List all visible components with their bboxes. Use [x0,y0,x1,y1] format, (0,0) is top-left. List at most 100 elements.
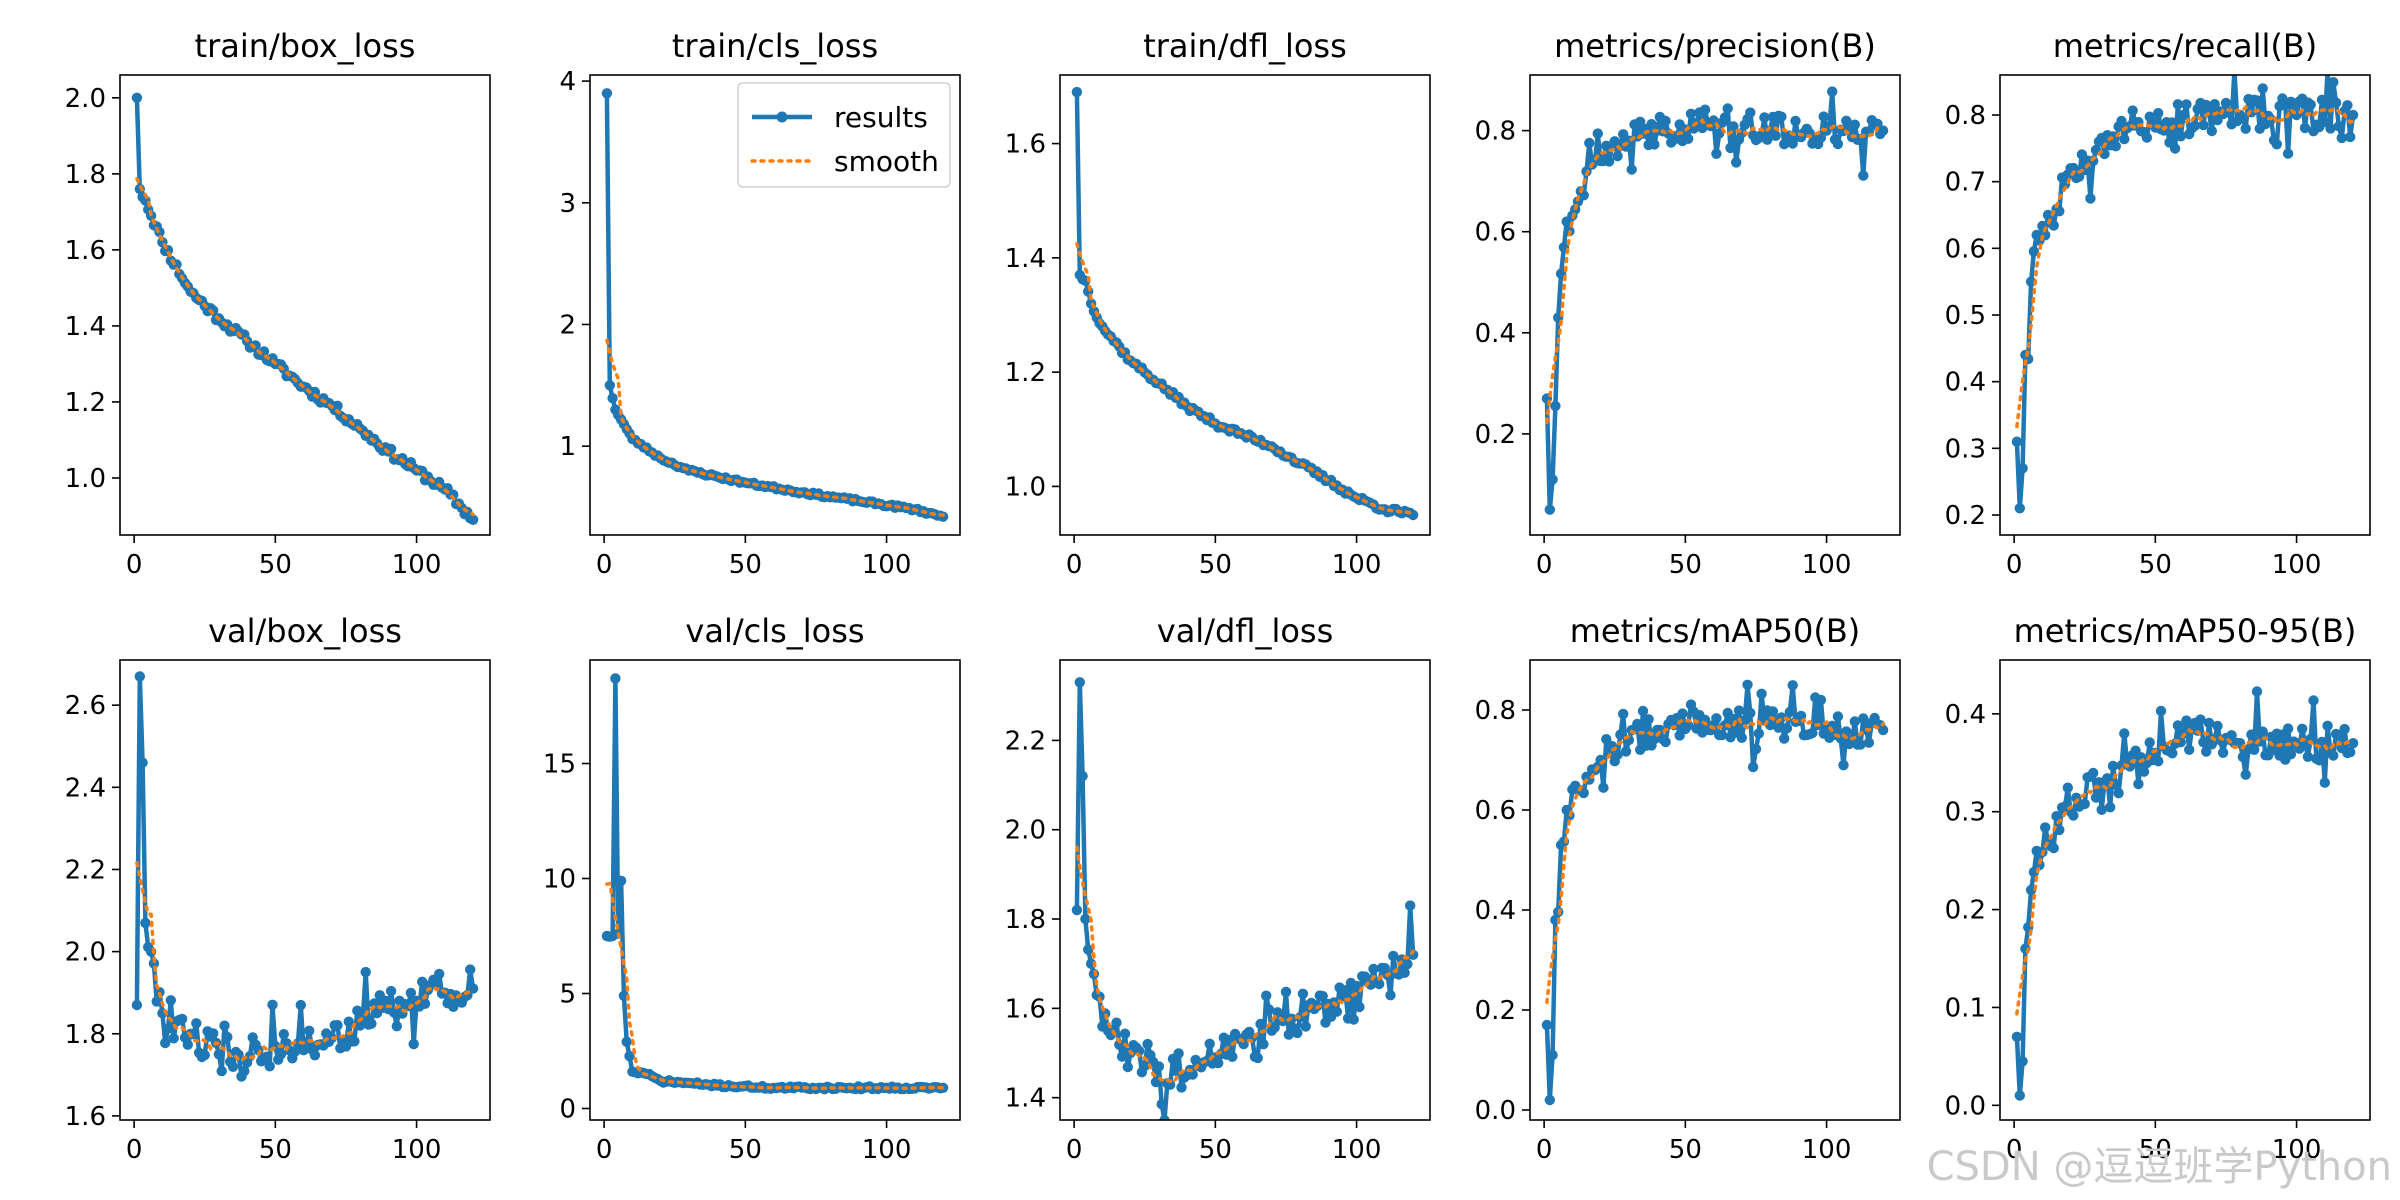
results-point [1699,104,1711,115]
results-point [1300,1021,1311,1032]
y-tick-label: 1.8 [65,160,106,190]
results-point [2119,728,2130,739]
results-point [278,1029,289,1040]
results-point [1258,1039,1269,1050]
results-point [2316,94,2328,106]
smooth-line [605,881,945,1091]
results-point [610,673,621,684]
y-tick-label: 0.7 [1945,168,1986,198]
results-point [2138,766,2150,777]
results-point [1649,139,1660,150]
results-point [1297,988,1309,999]
results-point [1711,713,1722,724]
results-point [1787,138,1798,149]
results-point [1632,718,1643,730]
results-point [1877,125,1889,136]
y-tick-label: 0.2 [1945,501,1986,531]
results-point [2102,773,2113,784]
results-point [2119,133,2130,145]
panel-title: metrics/precision(B) [1554,27,1876,65]
results-point [2237,751,2249,763]
panel-metrics-recall-b: metrics/recall(B) 0 50 100 0.2 0.3 0.4 0.5 0.6 0.… [1945,27,2371,580]
y-tick-label: 0.3 [1945,434,1986,464]
y-tick-label: 1.0 [65,464,106,494]
results-point [1762,134,1773,145]
panel-metrics-map50-95-b: metrics/mAP50-95(B) 0 50 100 0.0 0.1 0.2 0.3 0.4 [1945,612,2371,1165]
results-point [354,1020,366,1031]
y-tick-label: 2.4 [65,773,106,803]
results-point [2209,99,2220,110]
results-point [1227,1051,1238,1063]
results-point [1374,978,1385,990]
y-tick-label: 1.0 [1005,472,1046,502]
results-point [1547,1049,1558,1061]
results-point [1685,108,1697,120]
results-point [1773,722,1784,733]
results-point [434,968,445,980]
panel-train-dfl-loss: train/dfl_loss 0 50 100 1.0 1.2 1.4 1.6 [1005,27,1431,580]
results-point [1815,132,1827,143]
results-point [1827,86,1838,97]
x-tick-label: 50 [1199,1135,1232,1165]
legend-smooth-label: smooth [834,145,939,178]
results-point [1114,1039,1125,1050]
results-line [1544,682,1886,1103]
y-tick-label: 2.0 [65,938,106,968]
y-tick-label: 10 [543,865,576,895]
results-point [176,1013,188,1025]
results-point [1252,1052,1263,1064]
results-point [2127,105,2138,116]
panel-val-cls-loss: val/cls_loss 0 50 100 0 5 10 15 [543,612,961,1165]
plot-area [131,92,479,525]
panel-title: train/dfl_loss [1143,27,1347,65]
results-point [2305,99,2316,110]
results-point [289,1046,301,1057]
results-point [1541,1019,1553,1031]
results-point [388,1007,400,1018]
y-tick-label: 0.4 [1475,896,1516,926]
y-tick-label: 1.4 [65,312,106,342]
y-tick-label: 2.0 [65,84,106,114]
results-point [2271,139,2282,150]
results-point [2232,75,2236,76]
results-point [261,1051,273,1062]
x-tick-label: 50 [1669,550,1702,580]
results-point [1615,729,1626,740]
plot-area [1541,679,1889,1106]
results-point [1877,724,1889,736]
axes-frame [1999,74,2371,536]
results-point [1269,1022,1280,1033]
results-point [1603,156,1615,167]
panel-metrics-map50-b: metrics/mAP50(B) 0 50 100 0.0 0.2 0.4 0.6 0.8 [1475,612,1901,1165]
y-tick-label: 0.4 [1475,319,1516,349]
results-point [1736,732,1748,743]
plot-area [601,673,949,1095]
results-point [2212,720,2223,732]
results-point [2342,100,2353,111]
results-point [1745,707,1756,719]
results-point [1770,130,1781,141]
results-point [1832,711,1844,722]
results-point [2088,767,2099,779]
results-point [419,998,431,1009]
y-tick-label: 0.3 [1945,798,1986,828]
results-point [2237,113,2249,124]
results-point [1677,708,1688,719]
results-point [1784,706,1796,718]
y-tick-label: 0.5 [1945,301,1986,331]
results-point [2133,778,2144,790]
y-tick-label: 0 [559,1095,576,1125]
results-point [1728,121,1739,132]
results-point [1612,150,1623,162]
smooth-line [605,338,945,517]
panel-title: val/dfl_loss [1157,612,1334,650]
results-point [2040,822,2051,833]
results-point [2325,123,2336,134]
y-tick-label: 1.6 [1005,130,1046,160]
results-point [1292,1027,1303,1039]
results-point [213,1049,225,1060]
y-tick-label: 1.4 [1005,244,1046,274]
results-point [295,999,306,1011]
y-tick-label: 0.2 [1945,896,1986,926]
y-tick-label: 0.4 [1945,368,1986,398]
